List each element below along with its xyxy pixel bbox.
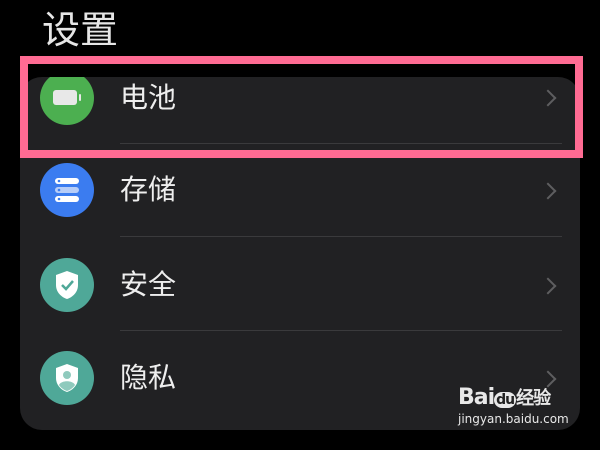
chevron-right-icon <box>539 182 557 200</box>
settings-item-security[interactable]: 安全 <box>20 238 580 331</box>
watermark-url: jingyan.baidu.com <box>458 412 569 426</box>
highlight-box <box>20 56 583 158</box>
shield-check-icon <box>40 258 94 312</box>
storage-icon <box>40 163 94 217</box>
settings-list: 电池 存储 安全 隐私 <box>20 77 580 430</box>
settings-item-storage[interactable]: 存储 <box>20 145 580 238</box>
divider <box>120 236 562 237</box>
watermark-brand: Bai <box>458 385 495 410</box>
settings-item-label: 安全 <box>120 268 177 301</box>
watermark: Bai du 经验 jingyan.baidu.com <box>458 384 569 426</box>
settings-item-label: 存储 <box>120 173 177 206</box>
chevron-right-icon <box>539 277 557 295</box>
divider <box>120 143 562 144</box>
battery-icon <box>40 77 94 125</box>
settings-item-label: 电池 <box>120 81 177 114</box>
settings-item-label: 隐私 <box>120 361 177 394</box>
privacy-shield-icon <box>40 351 94 405</box>
watermark-paw-logo: du <box>494 392 517 408</box>
divider <box>120 330 562 331</box>
settings-item-privacy[interactable]: 隐私 <box>20 331 580 424</box>
page-title: 设置 <box>42 8 119 52</box>
settings-item-battery[interactable]: 电池 <box>20 77 580 145</box>
watermark-brand-suffix: 经验 <box>516 388 551 409</box>
